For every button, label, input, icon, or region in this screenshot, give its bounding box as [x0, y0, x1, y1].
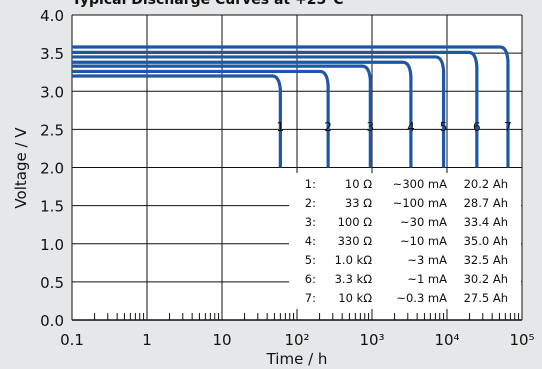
curve-3 — [72, 64, 372, 168]
y-tick-label: 3.0 — [40, 83, 64, 101]
legend-table: 1: 10 Ω ~300 mA 20.2 Ah 2: 33 Ω ~100 mA 28.7 Ah… — [289, 173, 521, 309]
legend-load: 10 Ω — [345, 177, 372, 191]
y-tick-labels: 0.0 0.5 1.0 1.5 2.0 2.5 3.0 3.5 4.0 — [40, 7, 64, 330]
curve-6 — [72, 50, 479, 168]
curve-label-3: 3 — [367, 120, 375, 134]
legend-current: ~10 mA — [400, 234, 447, 248]
legend-capacity: 33.4 Ah — [464, 215, 508, 229]
legend-capacity: 32.5 Ah — [464, 253, 508, 267]
curve-label-7: 7 — [504, 120, 512, 134]
legend-num: 6: — [305, 272, 316, 286]
legend-load: 1.0 kΩ — [335, 253, 373, 267]
x-tick-label: 1 — [142, 331, 152, 349]
curve-labels: 1 2 3 4 5 6 7 — [277, 120, 512, 134]
curve-label-6: 6 — [473, 120, 481, 134]
curve-4 — [72, 60, 413, 168]
y-tick-label: 0.0 — [40, 312, 64, 330]
legend-current: ~3 mA — [407, 253, 447, 267]
legend-current: ~100 mA — [393, 196, 447, 210]
legend-load: 3.3 kΩ — [335, 272, 373, 286]
legend-current: ~1 mA — [407, 272, 447, 286]
x-tick-label: 10² — [284, 331, 309, 349]
x-tick-label: 10 — [212, 331, 231, 349]
legend-num: 3: — [305, 215, 316, 229]
y-tick-label: 2.5 — [40, 121, 64, 139]
legend-capacity: 28.7 Ah — [464, 196, 508, 210]
legend-current: ~0.3 mA — [396, 291, 447, 305]
x-tick-label: 10⁵ — [509, 331, 534, 349]
x-tick-label: 0.1 — [60, 331, 84, 349]
curve-label-4: 4 — [407, 120, 415, 134]
legend-num: 7: — [305, 291, 316, 305]
y-tick-label: 1.0 — [40, 236, 64, 254]
y-tick-label: 0.5 — [40, 274, 64, 292]
legend-capacity: 35.0 Ah — [464, 234, 508, 248]
curve-7 — [72, 45, 510, 168]
legend-capacity: 20.2 Ah — [464, 177, 508, 191]
legend-load: 100 Ω — [338, 215, 373, 229]
legend-num: 5: — [305, 253, 316, 267]
legend-capacity: 30.2 Ah — [464, 272, 508, 286]
curve-5 — [72, 55, 446, 168]
curves — [72, 45, 510, 168]
curve-label-2: 2 — [324, 120, 332, 134]
y-tick-label: 1.5 — [40, 198, 64, 216]
curve-label-5: 5 — [440, 120, 448, 134]
legend-num: 1: — [305, 177, 316, 191]
x-tick-label: 10³ — [359, 331, 384, 349]
x-tick-label: 10⁴ — [434, 331, 459, 349]
y-axis-label: Voltage / V — [12, 127, 30, 209]
legend-background — [289, 173, 521, 309]
y-tick-label: 4.0 — [40, 7, 64, 25]
legend-load: 33 Ω — [345, 196, 372, 210]
x-minor-ticks — [94, 313, 520, 320]
legend-capacity: 27.5 Ah — [464, 291, 508, 305]
x-axis-label: Time / h — [266, 350, 328, 368]
x-tick-labels: 0.1 1 10 10² 10³ 10⁴ 10⁵ — [60, 331, 534, 349]
legend-load: 330 Ω — [338, 234, 373, 248]
curve-2 — [72, 69, 330, 168]
legend-current: ~300 mA — [393, 177, 447, 191]
chart-title: Typical Discharge Curves at +25°C — [72, 0, 344, 8]
legend-num: 4: — [305, 234, 316, 248]
y-tick-label: 3.5 — [40, 45, 64, 63]
curve-1 — [72, 74, 282, 168]
y-tick-label: 2.0 — [40, 160, 64, 178]
legend-num: 2: — [305, 196, 316, 210]
legend-current: ~30 mA — [400, 215, 447, 229]
legend-load: 10 kΩ — [338, 291, 372, 305]
curve-label-1: 1 — [277, 120, 285, 134]
